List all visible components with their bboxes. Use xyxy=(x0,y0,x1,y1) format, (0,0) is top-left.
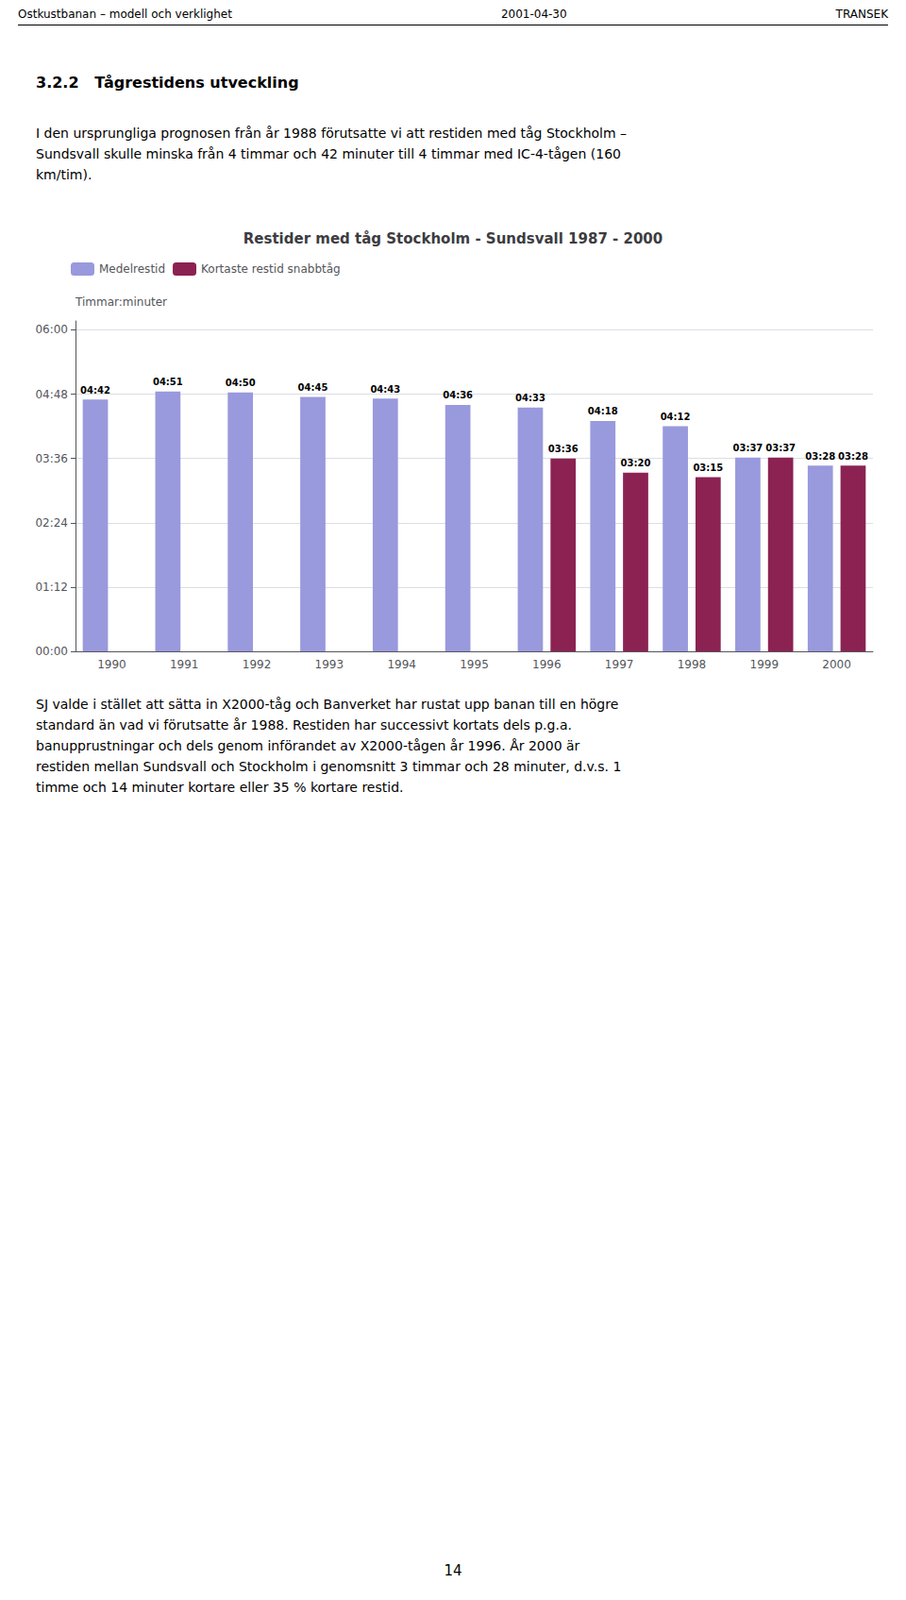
svg-text:03:36: 03:36 xyxy=(548,443,579,454)
svg-text:03:28: 03:28 xyxy=(805,451,836,462)
html-text:14: 14 xyxy=(444,1561,462,1579)
svg-text:Kortaste restid snabbtåg: Kortaste restid snabbtåg xyxy=(201,262,341,276)
svg-text:04:43: 04:43 xyxy=(369,384,401,395)
svg-text:04:36: 04:36 xyxy=(442,389,473,401)
svg-text:03:37: 03:37 xyxy=(765,442,796,453)
svg-text:04:12: 04:12 xyxy=(660,411,691,422)
html-text:km/tim).: km/tim). xyxy=(35,167,92,183)
svg-text:1993: 1993 xyxy=(315,657,345,672)
svg-text:1998: 1998 xyxy=(677,657,707,672)
svg-text:1997: 1997 xyxy=(604,657,635,672)
svg-text:04:50: 04:50 xyxy=(225,377,256,388)
html-text:TRANSEK: TRANSEK xyxy=(835,7,889,21)
svg-text:06:00: 06:00 xyxy=(34,322,68,336)
svg-text:03:36: 03:36 xyxy=(34,452,68,466)
svg-text:04:42: 04:42 xyxy=(80,385,111,396)
html-text:timme och 14 minuter kortare e: timme och 14 minuter kortare eller 35 % … xyxy=(35,779,404,795)
html-text:Ostkustbanan – modell och verk: Ostkustbanan – modell och verklighet xyxy=(17,7,233,21)
html-text:banupprustningar och dels geno: banupprustningar och dels genom införand… xyxy=(35,738,580,754)
svg-text:01:12: 01:12 xyxy=(34,580,68,594)
html-text:3.2.2 Tågrestidens utveckling: 3.2.2 Tågrestidens utveckling xyxy=(35,73,299,92)
svg-text:04:33: 04:33 xyxy=(515,392,546,403)
svg-text:Restider med tåg Stockholm - S: Restider med tåg Stockholm - Sundsvall 1… xyxy=(243,230,663,248)
html-text:I den ursprungliga prognosen f: I den ursprungliga prognosen från år 198… xyxy=(35,125,627,141)
svg-text:03:20: 03:20 xyxy=(620,457,652,469)
svg-text:2000: 2000 xyxy=(822,657,852,672)
svg-text:00:00: 00:00 xyxy=(34,644,68,658)
html-text:standard än vad vi förutsatte: standard än vad vi förutsatte år 1988. R… xyxy=(35,717,572,733)
html-text:Sundsvall skulle minska från 4: Sundsvall skulle minska från 4 timmar oc… xyxy=(35,146,621,162)
svg-text:1994: 1994 xyxy=(386,657,417,672)
svg-text:Medelrestid: Medelrestid xyxy=(99,262,166,276)
svg-text:1990: 1990 xyxy=(97,657,127,672)
svg-text:1995: 1995 xyxy=(459,657,489,672)
html-text:SJ valde i stället att sätta i: SJ valde i stället att sätta in X2000-tå… xyxy=(35,696,619,712)
svg-text:1992: 1992 xyxy=(242,657,272,672)
svg-text:04:18: 04:18 xyxy=(587,405,619,417)
svg-text:04:48: 04:48 xyxy=(34,387,68,402)
svg-text:1999: 1999 xyxy=(749,657,779,672)
html-text:restiden mellan Sundsvall och: restiden mellan Sundsvall och Stockholm … xyxy=(35,758,622,774)
svg-text:04:51: 04:51 xyxy=(152,376,184,387)
svg-text:03:15: 03:15 xyxy=(692,462,723,473)
html-text:2001-04-30: 2001-04-30 xyxy=(501,7,567,21)
svg-text:1991: 1991 xyxy=(169,657,200,672)
svg-text:Timmar:minuter: Timmar:minuter xyxy=(74,295,168,309)
svg-text:03:37: 03:37 xyxy=(732,442,763,453)
svg-text:04:45: 04:45 xyxy=(298,382,329,393)
svg-text:1996: 1996 xyxy=(532,657,562,672)
svg-text:02:24: 02:24 xyxy=(34,516,68,530)
svg-text:03:28: 03:28 xyxy=(838,451,869,462)
